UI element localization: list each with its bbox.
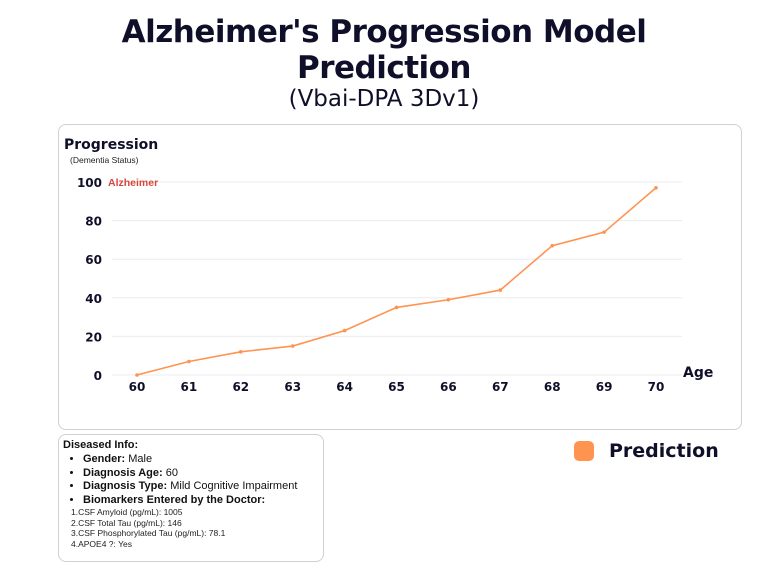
- x-tick-label: 61: [181, 380, 198, 394]
- alzheimer-annotation: Alzheimer: [108, 177, 158, 189]
- data-point: [342, 328, 347, 333]
- biomarker-item: 3.CSF Phosphorylated Tau (pg/mL): 78.1: [71, 528, 226, 538]
- chart-legend: Prediction: [574, 440, 719, 462]
- x-tick-label: 69: [596, 380, 613, 394]
- y-tick-label: 40: [85, 292, 102, 306]
- data-point: [135, 373, 139, 377]
- title-line-1: Alzheimer's Progression Model: [121, 14, 647, 50]
- data-point: [602, 230, 606, 234]
- x-tick-label: 70: [648, 380, 665, 394]
- prediction-series-line: [136, 187, 657, 376]
- y-tick-label: 0: [94, 369, 102, 383]
- y-axis-label: Progression: [64, 137, 159, 153]
- x-axis-label: Age: [683, 365, 714, 381]
- page-subtitle: (Vbai-DPA 3Dv1): [288, 86, 480, 112]
- legend-label: Prediction: [609, 440, 719, 462]
- data-point: [550, 243, 554, 248]
- data-point: [654, 185, 658, 190]
- y-tick-label: 100: [77, 176, 102, 190]
- info-list: Gender: Male Diagnosis Age: 60 Diagnosis…: [63, 453, 323, 506]
- diagnosis-age-value: 60: [165, 466, 178, 479]
- gender-value: Male: [128, 453, 153, 465]
- chart-frame: [58, 124, 742, 430]
- title-line-2: Prediction: [296, 50, 472, 86]
- x-tick-label: 67: [492, 380, 509, 394]
- x-tick-label: 62: [232, 380, 249, 394]
- info-diagnosis-type: Diagnosis Type: Mild Cognitive Impairmen…: [83, 480, 323, 492]
- gender-label: Gender:: [83, 453, 126, 465]
- x-tick-label: 60: [129, 380, 146, 394]
- biomarker-item: 2.CSF Total Tau (pg/mL): 146: [71, 517, 182, 528]
- info-heading: Diseased Info:: [63, 439, 139, 451]
- diagnosis-type-value: Mild Cognitive Impairment: [170, 480, 298, 492]
- diseased-info-panel: Diseased Info: Gender: Male Diagnosis Ag…: [58, 434, 324, 562]
- data-point: [498, 288, 503, 292]
- legend-swatch: [574, 441, 594, 461]
- data-point: [446, 297, 451, 302]
- biomarker-list: 1.CSF Amyloid (pg/mL): 1005 2.CSF Total …: [63, 507, 323, 549]
- x-tick-label: 66: [440, 380, 457, 394]
- data-point: [187, 359, 191, 364]
- diagnosis-type-label: Diagnosis Type:: [83, 480, 168, 492]
- y-tick-label: 20: [85, 330, 102, 344]
- progression-chart: 0 20 40 60 80 100 60 61 62 63 64 65 66 67 68 69 70 Alzhei…: [77, 176, 682, 394]
- x-tick-label: 65: [388, 380, 405, 394]
- page-title: Alzheimer's Progression Model Prediction: [0, 14, 768, 86]
- x-tick-label: 63: [284, 380, 301, 394]
- info-biomarkers: Biomarkers Entered by the Doctor:: [83, 494, 323, 506]
- y-tick-label: 80: [85, 215, 102, 229]
- data-point: [394, 305, 399, 310]
- biomarker-item: 4.APOE4 ?: Yes: [71, 538, 132, 549]
- data-point: [239, 350, 243, 354]
- data-point: [290, 344, 295, 348]
- info-diagnosis-age: Diagnosis Age: 60: [83, 467, 323, 479]
- y-axis-sublabel: (Dementia Status): [70, 155, 139, 165]
- x-tick-label: 64: [336, 380, 353, 394]
- x-tick-label: 68: [544, 380, 561, 394]
- biomarker-item: 1.CSF Amyloid (pg/mL): 1005: [71, 507, 183, 517]
- y-tick-label: 60: [85, 253, 102, 267]
- biomarkers-label: Biomarkers Entered by the Doctor:: [83, 493, 266, 506]
- diagnosis-age-label: Diagnosis Age:: [83, 466, 163, 479]
- info-gender: Gender: Male: [83, 453, 323, 465]
